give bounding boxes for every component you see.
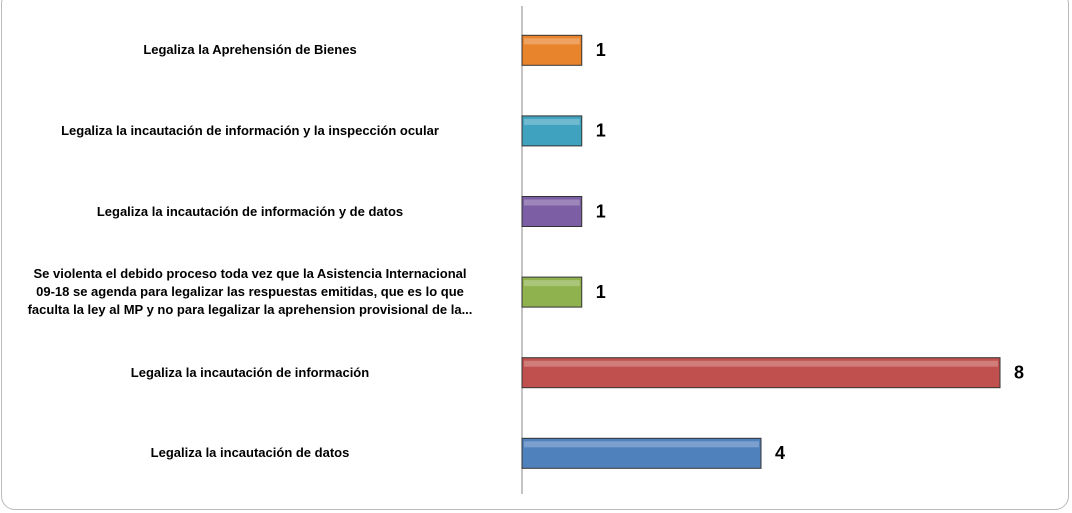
bar [521, 357, 1001, 389]
category-label: Se violenta el debido proceso toda vez q… [27, 266, 473, 318]
bar [521, 276, 583, 308]
bar [521, 437, 762, 469]
data-label: 1 [596, 40, 606, 60]
category-label: Legaliza la incautación de información y… [61, 122, 439, 138]
bar-highlight [524, 199, 580, 206]
bar-highlight [524, 118, 580, 125]
data-label: 8 [1014, 362, 1024, 382]
data-label: 4 [775, 443, 785, 463]
bar [521, 196, 583, 227]
data-label: 1 [596, 282, 606, 302]
category-label: Legaliza la incautación de información y… [96, 203, 404, 219]
bar-highlight [524, 360, 998, 367]
bar-highlight [524, 441, 759, 448]
category-label: Legaliza la incautación de información [130, 364, 370, 380]
bar [521, 34, 583, 66]
data-label: 1 [596, 201, 606, 221]
bar [521, 115, 583, 147]
bar-highlight [524, 38, 580, 45]
data-label: 1 [596, 121, 606, 141]
bar-highlight [524, 280, 580, 287]
category-label: Legaliza la Aprehensión de Bienes [143, 42, 357, 58]
category-label: Legaliza la incautación de datos [150, 445, 350, 461]
